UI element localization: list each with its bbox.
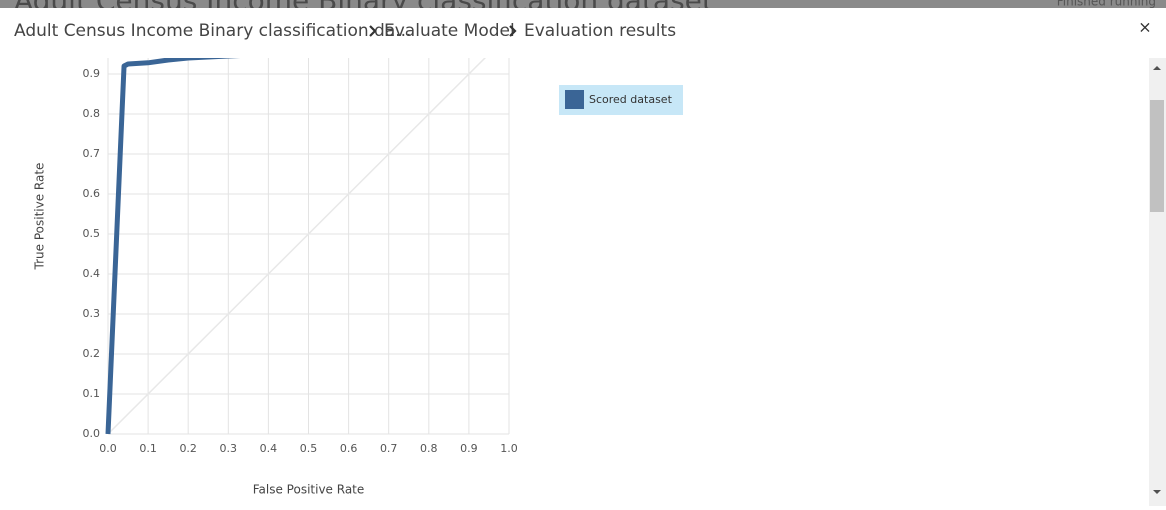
chevron bbox=[369, 25, 377, 37]
x-tick-label: 0.2 bbox=[179, 442, 197, 455]
x-tick-label: 0.3 bbox=[220, 442, 238, 455]
x-tick-label: 0.7 bbox=[380, 442, 398, 455]
y-tick-label: 0.1 bbox=[83, 387, 101, 400]
x-tick-label: 0.9 bbox=[460, 442, 478, 455]
background-status: Finished running bbox=[1057, 0, 1156, 9]
y-axis-label: True Positive Rate bbox=[33, 163, 47, 271]
y-tick-label: 0.2 bbox=[83, 347, 101, 360]
scroll-up[interactable] bbox=[1153, 66, 1161, 70]
y-tick-label: 0.5 bbox=[83, 227, 101, 240]
x-axis-label: False Positive Rate bbox=[253, 483, 365, 497]
x-tick-label: 1.0 bbox=[500, 442, 518, 455]
x-tick-label: 0.6 bbox=[340, 442, 358, 455]
y-tick-label: 0.3 bbox=[83, 307, 101, 320]
y-tick-label: 0.8 bbox=[83, 107, 101, 120]
scrollbar-thumb[interactable] bbox=[1150, 100, 1164, 212]
modal bbox=[0, 8, 1166, 506]
x-tick-label: 0.0 bbox=[99, 442, 117, 455]
y-tick-label: 0.6 bbox=[83, 187, 101, 200]
x-tick-label: 0.5 bbox=[300, 442, 318, 455]
legend-label: Scored dataset bbox=[589, 93, 673, 106]
y-tick-label: 0.0 bbox=[83, 427, 101, 440]
breadcrumb-item[interactable]: Adult Census Income Binary classificatio… bbox=[14, 21, 411, 41]
scroll-down[interactable] bbox=[1153, 490, 1161, 494]
x-tick-label: 0.8 bbox=[420, 442, 438, 455]
y-tick-label: 0.4 bbox=[83, 267, 101, 280]
y-tick-label: 0.9 bbox=[83, 67, 101, 80]
breadcrumb-item: Evaluation results bbox=[524, 21, 676, 41]
x-tick-label: 0.1 bbox=[139, 442, 157, 455]
breadcrumb-item[interactable]: Evaluate Model bbox=[384, 21, 515, 41]
y-tick-label: 0.7 bbox=[83, 147, 101, 160]
x-tick-label: 0.4 bbox=[260, 442, 278, 455]
roc-line bbox=[105, 58, 241, 435]
chevron bbox=[509, 25, 517, 37]
legend-swatch bbox=[565, 90, 584, 109]
close-button[interactable]: × bbox=[1138, 18, 1151, 37]
reference-line bbox=[107, 58, 487, 435]
chart: 0.0 0.1 0.2 0.3 0.4 0.5 0.6 0.7 0.8 0.9 0.0 0.1 0.2 0… bbox=[33, 58, 518, 497]
